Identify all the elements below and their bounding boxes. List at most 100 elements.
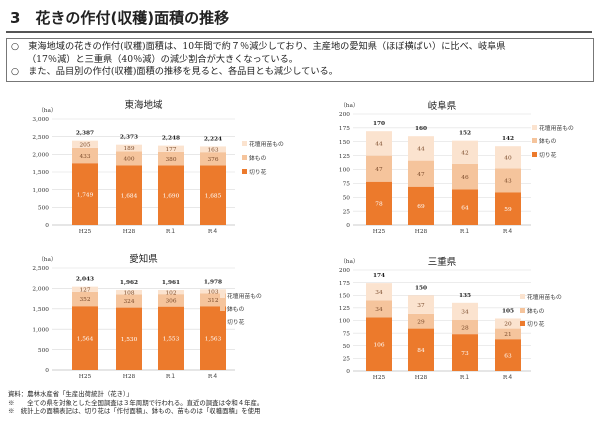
legend-swatch <box>520 294 525 299</box>
bar-segment <box>452 302 478 320</box>
bar-segment <box>72 286 98 292</box>
data-label: 47 <box>375 167 383 173</box>
area-note: ※ 統計上の面積表記は、切り花は「作付面積」、鉢もの、苗ものは「収穫面積」を使用 <box>8 407 261 416</box>
legend-label: 花壇用苗もの <box>527 293 562 301</box>
y-tick-label: 2,500 <box>32 266 49 272</box>
total-label: 174 <box>373 273 385 279</box>
data-label: 42 <box>461 150 469 156</box>
bar-segment <box>366 131 392 156</box>
y-tick-label: 0 <box>45 223 49 229</box>
data-label: 205 <box>79 142 90 148</box>
data-label: 1,749 <box>77 192 94 198</box>
data-label: 127 <box>79 287 90 293</box>
bar-segment <box>408 313 434 329</box>
data-label: 44 <box>417 147 425 153</box>
bar-segment <box>158 145 184 152</box>
bar-segment <box>200 289 226 294</box>
y-tick-label: 125 <box>339 306 350 312</box>
bar-segment <box>452 319 478 335</box>
bar-segment <box>200 293 226 307</box>
source-notes: 資料：農林水産省「生産出荷統計（花き）」 ※ 全ての県を対象とした全国調査は３年… <box>8 390 263 416</box>
legend-label: 鉢もの <box>539 137 557 145</box>
bar-segment <box>72 306 98 370</box>
y-tick-label: 0 <box>346 223 350 229</box>
y-tick-label: 75 <box>343 331 351 337</box>
data-label: 102 <box>165 290 176 296</box>
total-label: 150 <box>415 285 427 291</box>
x-tick-label: R４ <box>208 228 218 235</box>
data-label: 306 <box>165 299 176 305</box>
y-tick-label: 1,500 <box>32 307 49 313</box>
bar-segment <box>366 181 392 225</box>
data-label: 34 <box>375 290 383 296</box>
legend-swatch <box>520 321 525 326</box>
total-label: 1,961 <box>162 280 180 286</box>
bar-segment <box>452 163 478 190</box>
bar-segment <box>158 165 184 225</box>
total-label: 170 <box>373 121 385 127</box>
y-tick-label: 150 <box>339 140 350 146</box>
y-tick-label: 200 <box>339 268 350 274</box>
legend-label: 花壇用苗もの <box>249 140 284 148</box>
title-divider <box>6 31 592 33</box>
y-tick-label: 0 <box>346 369 350 375</box>
x-tick-label: H25 <box>373 229 386 235</box>
x-tick-label: R１ <box>166 228 176 235</box>
bar-segment <box>116 144 142 152</box>
x-tick-label: R４ <box>503 374 513 381</box>
data-label: 1,564 <box>77 336 94 342</box>
survey-note: ※ 全ての県を対象とした全国調査は３年周期で行われる。直近の調査は令和４年産。 <box>8 398 264 407</box>
data-label: 40 <box>504 155 512 161</box>
y-tick-label: 50 <box>343 195 351 201</box>
data-label: 63 <box>504 353 512 359</box>
data-label: 84 <box>417 348 425 354</box>
data-label: 69 <box>417 204 425 210</box>
data-label: 103 <box>207 290 218 296</box>
data-label: 64 <box>461 205 469 211</box>
x-tick-label: H25 <box>79 374 92 380</box>
bar-segment <box>366 300 392 318</box>
y-axis-unit: （ha） <box>340 258 359 265</box>
data-label: 34 <box>461 310 469 316</box>
bar-segment <box>366 317 392 371</box>
summary-line-3: ○ また、品目別の作付(収穫)面積の推移を見ると、各品目とも減少している。 <box>11 66 338 77</box>
bar-segment <box>72 163 98 225</box>
bar-segment <box>408 295 434 314</box>
legend-swatch <box>242 155 247 160</box>
data-label: 1,530 <box>121 337 138 343</box>
legend-label: 鉢もの <box>527 307 545 315</box>
y-tick-label: 25 <box>343 357 351 363</box>
total-label: 152 <box>459 131 471 137</box>
data-label: 108 <box>123 290 134 296</box>
data-label: 37 <box>417 303 425 309</box>
x-tick-label: R４ <box>208 373 218 380</box>
data-label: 47 <box>417 172 425 178</box>
bar-segment <box>495 192 521 225</box>
y-tick-label: 1,500 <box>32 170 49 176</box>
bar-segment <box>495 318 521 329</box>
y-tick-label: 175 <box>339 126 350 132</box>
y-tick-label: 500 <box>38 206 49 212</box>
bar-segment <box>408 186 434 225</box>
chart-title: 岐阜県 <box>428 100 457 112</box>
data-label: 433 <box>79 154 90 160</box>
total-label: 2,373 <box>120 135 138 141</box>
bar-segment <box>116 307 142 370</box>
bar-segment <box>366 283 392 301</box>
y-tick-label: 0 <box>45 368 49 374</box>
data-label: 352 <box>79 297 90 303</box>
data-label: 1,685 <box>205 193 222 199</box>
data-label: 28 <box>461 325 469 331</box>
data-label: 1,690 <box>163 193 180 199</box>
legend-label: 切り花 <box>539 151 557 159</box>
bar-segment <box>158 151 184 166</box>
bar-segment <box>452 140 478 164</box>
y-tick-label: 1,000 <box>32 188 49 194</box>
chart-title: 東海地域 <box>124 99 163 111</box>
chart-title: 愛知県 <box>129 253 158 265</box>
x-tick-label: R１ <box>460 228 470 235</box>
bar-segment <box>116 289 142 295</box>
total-label: 160 <box>415 126 427 132</box>
data-label: 380 <box>165 157 176 163</box>
source-note: 資料：農林水産省「生産出荷統計（花き）」 <box>8 390 133 398</box>
